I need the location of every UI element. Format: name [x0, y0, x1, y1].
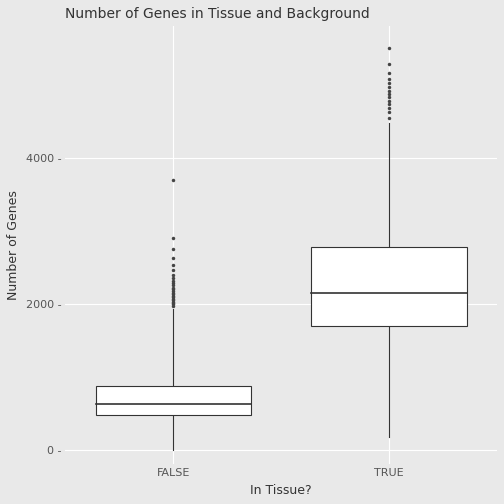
- Y-axis label: Number of Genes: Number of Genes: [7, 191, 20, 300]
- Bar: [311, 247, 467, 326]
- Text: Number of Genes in Tissue and Background: Number of Genes in Tissue and Background: [66, 7, 370, 21]
- Bar: [96, 386, 251, 415]
- X-axis label: In Tissue?: In Tissue?: [250, 484, 312, 497]
